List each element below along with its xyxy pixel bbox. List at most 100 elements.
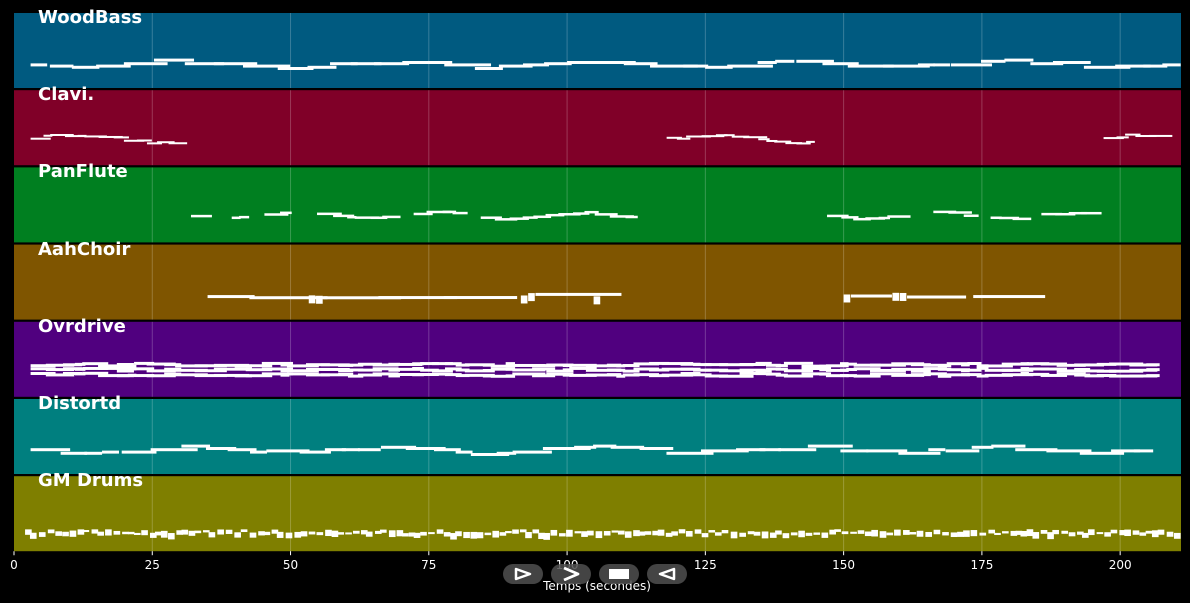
note — [512, 529, 519, 534]
note — [123, 139, 145, 142]
note — [566, 529, 573, 537]
note — [64, 135, 85, 138]
play-button[interactable] — [503, 564, 543, 584]
note — [1115, 64, 1151, 68]
note — [1020, 371, 1029, 375]
note — [683, 64, 709, 68]
note — [378, 296, 458, 300]
note — [846, 374, 857, 378]
track-label: Distortd — [38, 393, 122, 414]
note — [127, 367, 137, 371]
note — [1084, 369, 1105, 373]
note — [633, 362, 659, 366]
track-background — [14, 399, 1181, 474]
note — [123, 62, 168, 66]
note — [1119, 530, 1127, 536]
rewind-button[interactable] — [647, 564, 687, 584]
note — [910, 373, 931, 377]
note — [442, 210, 457, 214]
note — [1026, 372, 1050, 376]
x-tick-label: 25 — [144, 558, 160, 572]
note — [455, 363, 470, 367]
note — [374, 62, 410, 66]
note — [765, 363, 781, 367]
note — [97, 531, 104, 536]
forward-button[interactable] — [551, 564, 591, 584]
note — [55, 531, 62, 536]
note — [360, 530, 368, 535]
note — [1030, 62, 1064, 66]
note — [569, 373, 597, 377]
note — [249, 296, 328, 300]
note — [116, 374, 134, 378]
note — [62, 367, 82, 371]
note — [644, 531, 652, 535]
note — [821, 532, 829, 538]
track-notes — [30, 58, 1181, 70]
note — [261, 361, 294, 365]
note — [357, 373, 382, 377]
note — [976, 366, 989, 370]
note — [234, 374, 252, 378]
note — [758, 138, 770, 141]
note — [490, 374, 516, 378]
note — [887, 215, 911, 218]
note — [347, 374, 364, 378]
note — [168, 142, 188, 145]
note — [276, 531, 284, 538]
note — [1068, 211, 1087, 215]
note — [680, 367, 701, 371]
note — [883, 64, 930, 68]
note — [84, 451, 103, 455]
note — [946, 368, 970, 372]
note — [617, 530, 625, 535]
note — [1124, 529, 1131, 537]
note — [558, 213, 581, 216]
note — [420, 531, 427, 536]
note — [234, 532, 241, 538]
note — [827, 214, 849, 218]
note — [396, 530, 404, 537]
note — [240, 529, 248, 533]
note — [609, 215, 634, 218]
note — [286, 369, 319, 373]
note — [164, 367, 182, 371]
note — [82, 530, 90, 533]
note — [946, 373, 970, 377]
note — [834, 529, 841, 532]
note — [970, 530, 978, 537]
note — [146, 369, 176, 373]
note — [1020, 362, 1029, 366]
note — [719, 363, 754, 367]
note — [801, 364, 832, 368]
note — [574, 445, 597, 449]
note — [606, 373, 622, 377]
note — [649, 361, 670, 365]
stop-button[interactable] — [599, 564, 639, 584]
note — [731, 135, 750, 138]
note — [585, 364, 622, 368]
note — [624, 531, 632, 538]
note — [213, 62, 258, 66]
note — [739, 371, 766, 375]
note — [50, 133, 74, 136]
x-tick-label: 75 — [421, 558, 437, 572]
note — [261, 372, 294, 376]
note — [444, 63, 492, 67]
track-gm-drums — [14, 476, 1181, 552]
note — [611, 530, 619, 533]
note — [701, 533, 709, 538]
note — [671, 531, 678, 536]
note — [759, 448, 782, 452]
note — [146, 142, 162, 145]
note — [694, 529, 702, 534]
note — [525, 531, 532, 539]
note — [870, 372, 906, 376]
note — [325, 529, 332, 537]
note — [980, 59, 1006, 63]
note — [420, 373, 439, 377]
note — [121, 450, 157, 454]
note — [973, 295, 1046, 299]
note — [595, 531, 603, 539]
note — [370, 216, 388, 220]
